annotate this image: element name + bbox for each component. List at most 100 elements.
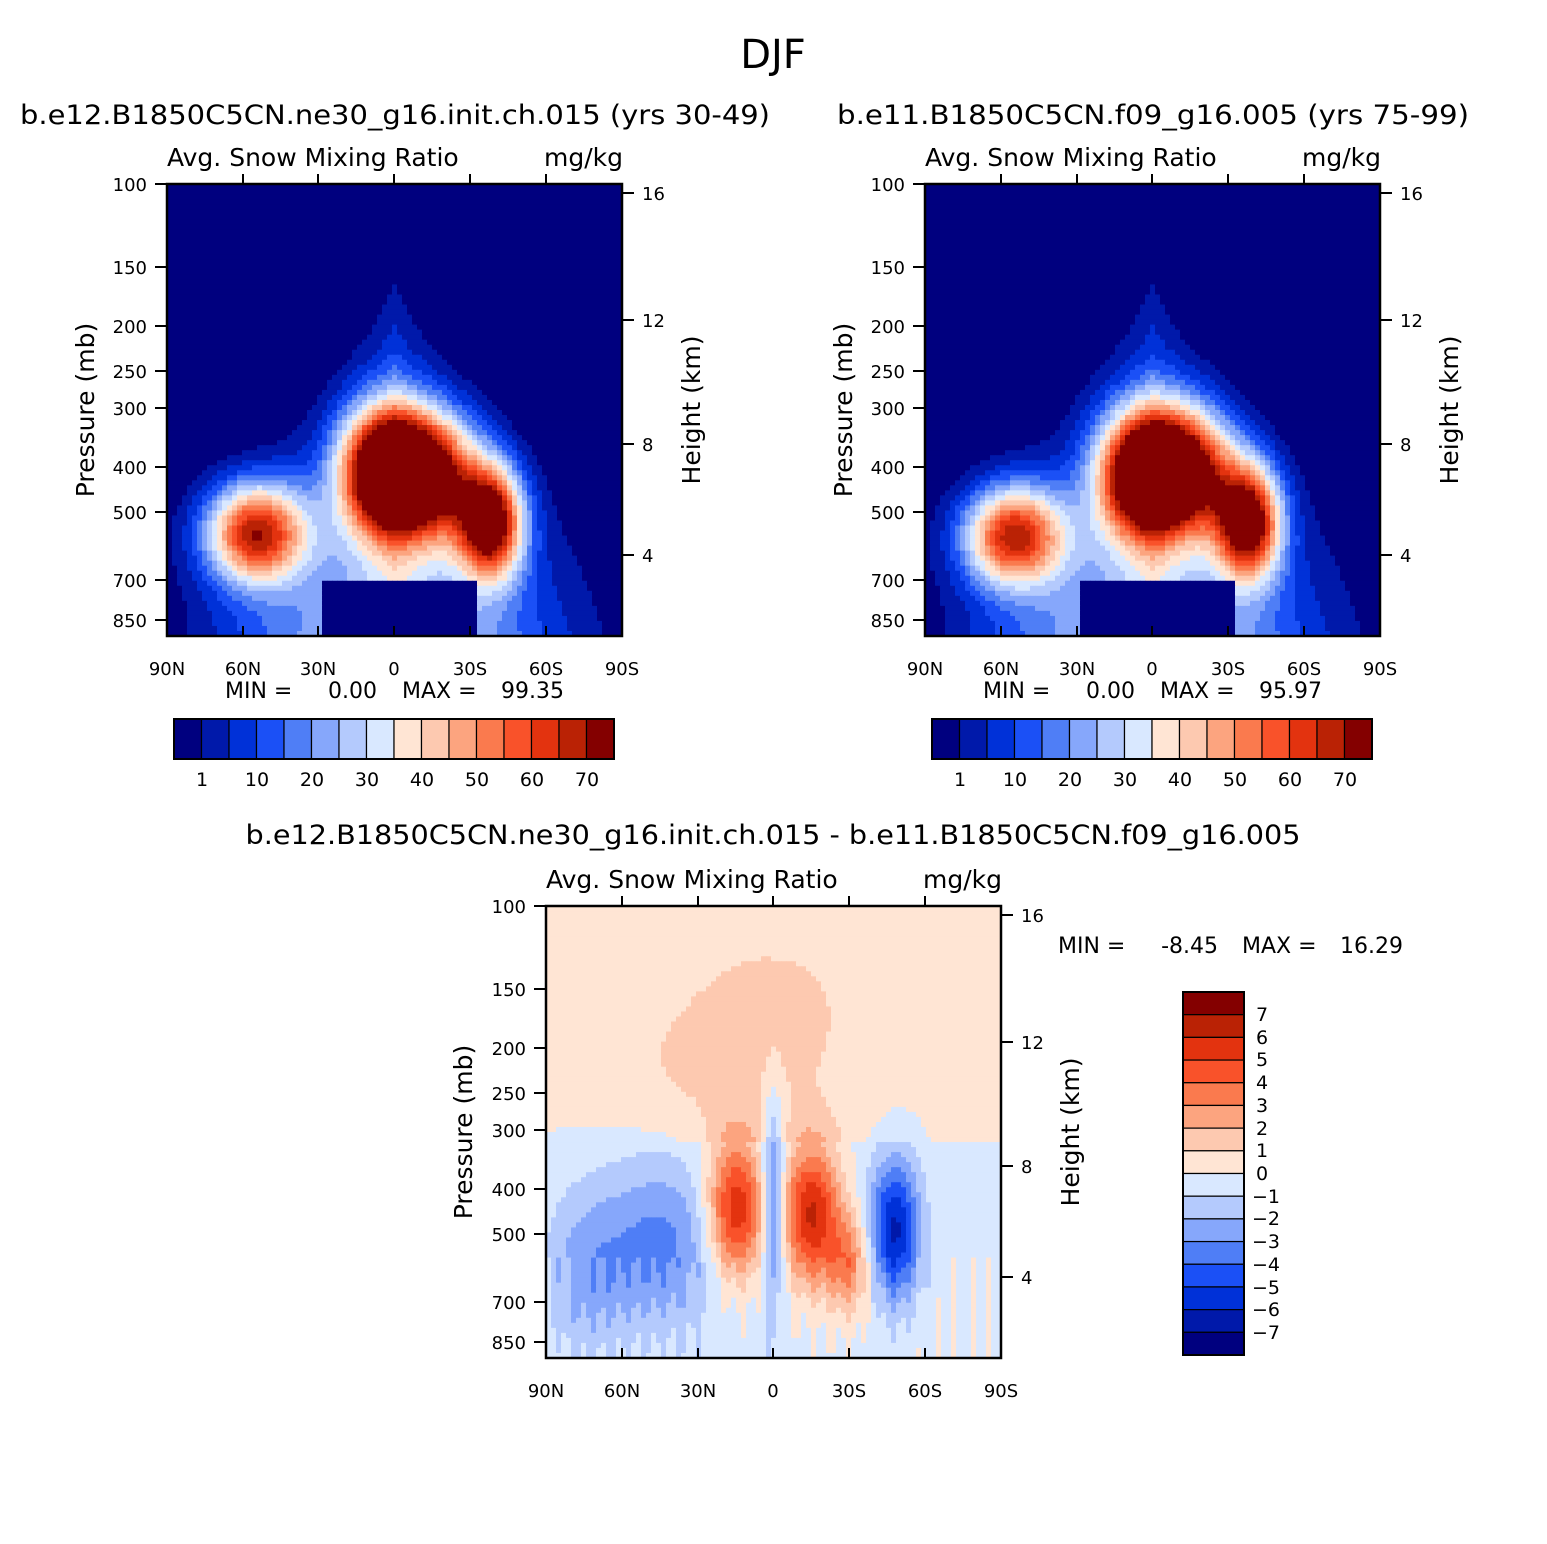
contour-cell	[237, 354, 243, 361]
contour-cell	[577, 254, 583, 260]
contour-cell	[422, 399, 428, 406]
contour-cell	[247, 299, 253, 305]
contour-cell	[167, 239, 173, 245]
contour-cell	[357, 284, 363, 290]
contour-cell	[362, 329, 368, 336]
contour-cell	[227, 194, 233, 200]
contour-cell	[602, 294, 608, 300]
contour-cell	[517, 249, 523, 255]
contour-cell	[292, 184, 298, 190]
contour-cell	[492, 194, 498, 200]
contour-cell	[282, 184, 288, 190]
contour-cell	[417, 374, 423, 381]
contour-cell	[452, 359, 458, 366]
contour-cell	[447, 294, 453, 300]
contour-cell	[387, 299, 393, 305]
contour-cell	[302, 279, 308, 285]
contour-cell	[477, 354, 483, 361]
contour-cell	[567, 344, 573, 351]
contour-cell	[172, 204, 178, 210]
contour-cell	[332, 279, 338, 285]
contour-cell	[232, 299, 238, 305]
contour-cell	[487, 394, 493, 401]
contour-cell	[317, 354, 323, 361]
contour-cell	[352, 369, 358, 376]
contour-cell	[277, 249, 283, 255]
contour-cell	[497, 224, 503, 230]
contour-cell	[372, 264, 378, 270]
contour-cell	[407, 309, 413, 315]
contour-cell	[557, 389, 563, 396]
contour-cell	[392, 425, 398, 431]
contour-cell	[507, 329, 513, 336]
contour-cell	[437, 339, 443, 346]
contour-cell	[182, 369, 188, 376]
contour-cell	[417, 389, 423, 396]
contour-cell	[507, 394, 513, 401]
contour-cell	[547, 234, 553, 240]
contour-cell	[572, 264, 578, 270]
contour-cell	[372, 269, 378, 275]
contour-cell	[197, 384, 203, 391]
contour-cell	[407, 269, 413, 275]
contour-cell	[297, 374, 303, 381]
contour-cell	[537, 244, 543, 250]
contour-cell	[402, 359, 408, 366]
contour-cell	[172, 194, 178, 200]
contour-cell	[317, 284, 323, 290]
contour-cell	[362, 254, 368, 260]
contour-cell	[362, 374, 368, 381]
contour-cell	[612, 430, 618, 436]
contour-cell	[422, 384, 428, 391]
contour-cell	[497, 344, 503, 351]
contour-cell	[422, 344, 428, 351]
contour-cell	[207, 224, 213, 230]
contour-cell	[582, 289, 588, 295]
contour-cell	[367, 420, 373, 426]
contour-cell	[592, 204, 598, 210]
contour-cell	[537, 194, 543, 200]
contour-cell	[237, 399, 243, 406]
contour-cell	[437, 364, 443, 371]
contour-cell	[322, 259, 328, 265]
contour-cell	[407, 374, 413, 381]
contour-cell	[617, 299, 622, 305]
contour-cell	[322, 244, 328, 250]
contour-cell	[507, 244, 513, 250]
contour-cell	[392, 455, 398, 461]
contour-cell	[447, 259, 453, 265]
contour-cell	[612, 394, 618, 401]
contour-cell	[262, 440, 268, 446]
contour-cell	[402, 329, 408, 336]
contour-cell	[192, 399, 198, 406]
contour-cell	[482, 189, 488, 195]
contour-cell	[217, 354, 223, 361]
contour-cell	[557, 219, 563, 225]
contour-cell	[427, 374, 433, 381]
contour-cell	[562, 425, 568, 431]
contour-cell	[307, 440, 313, 446]
contour-cell	[247, 410, 253, 416]
contour-cell	[277, 364, 283, 371]
contour-cell	[567, 254, 573, 260]
contour-cell	[217, 329, 223, 336]
contour-cell	[582, 420, 588, 426]
contour-cell	[437, 304, 443, 310]
contour-cell	[332, 194, 338, 200]
contour-cell	[307, 294, 313, 300]
contour-cell	[407, 329, 413, 336]
contour-cell	[597, 384, 603, 391]
contour-cell	[202, 379, 208, 386]
contour-cell	[472, 189, 478, 195]
contour-cell	[562, 410, 568, 416]
contour-cell	[212, 399, 218, 406]
contour-cell	[497, 184, 503, 190]
contour-cell	[432, 199, 438, 205]
contour-cell	[432, 455, 438, 461]
contour-cell	[227, 219, 233, 225]
contour-cell	[332, 209, 338, 215]
contour-cell	[297, 384, 303, 391]
contour-cell	[397, 184, 403, 190]
contour-cell	[262, 389, 268, 396]
contour-cell	[442, 224, 448, 230]
